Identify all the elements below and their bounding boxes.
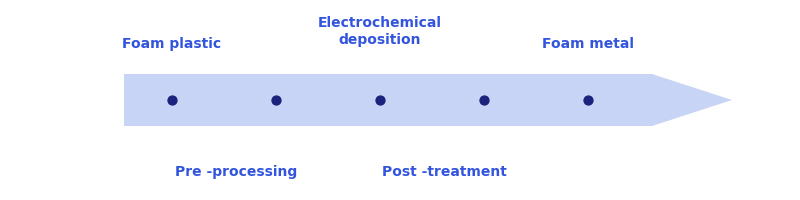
Text: Electrochemical
deposition: Electrochemical deposition [318, 16, 442, 47]
Polygon shape [124, 74, 732, 126]
Point [270, 98, 282, 102]
Text: Foam plastic: Foam plastic [122, 37, 222, 51]
Text: Post -treatment: Post -treatment [382, 165, 506, 179]
Point [166, 98, 178, 102]
Text: Pre -processing: Pre -processing [175, 165, 297, 179]
Point [374, 98, 386, 102]
Point [478, 98, 490, 102]
Point [582, 98, 594, 102]
Text: Foam metal: Foam metal [542, 37, 634, 51]
